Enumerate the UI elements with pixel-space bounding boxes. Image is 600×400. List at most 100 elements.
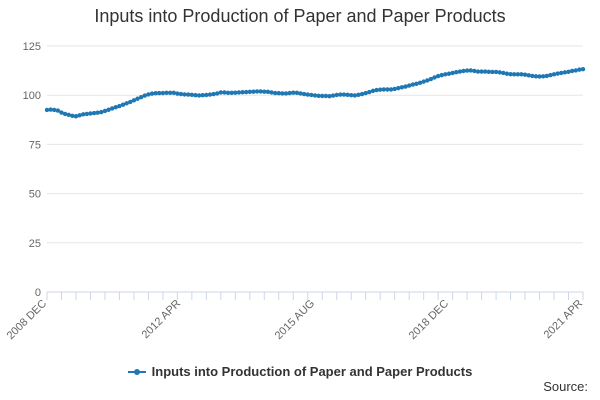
data-point[interactable] bbox=[511, 72, 517, 77]
data-point[interactable] bbox=[247, 89, 253, 95]
data-point[interactable] bbox=[421, 79, 426, 84]
data-point[interactable] bbox=[138, 94, 144, 100]
data-point[interactable] bbox=[236, 90, 242, 95]
data-point[interactable] bbox=[403, 84, 408, 89]
data-point[interactable] bbox=[345, 92, 350, 98]
data-point[interactable] bbox=[359, 91, 365, 97]
data-point[interactable] bbox=[298, 91, 303, 96]
data-point[interactable] bbox=[316, 93, 321, 98]
data-point[interactable] bbox=[211, 91, 216, 97]
data-point[interactable] bbox=[428, 76, 434, 82]
data-point[interactable] bbox=[95, 110, 100, 115]
data-point[interactable] bbox=[381, 87, 387, 92]
data-point[interactable] bbox=[258, 89, 263, 94]
data-point[interactable] bbox=[175, 91, 180, 96]
data-point[interactable] bbox=[566, 69, 571, 74]
data-point[interactable] bbox=[200, 93, 205, 98]
data-point[interactable] bbox=[44, 107, 50, 113]
data-point[interactable] bbox=[225, 90, 231, 96]
data-point[interactable] bbox=[294, 90, 300, 96]
data-point[interactable] bbox=[135, 96, 140, 101]
data-point[interactable] bbox=[392, 86, 397, 92]
data-point[interactable] bbox=[577, 67, 582, 72]
data-point[interactable] bbox=[497, 70, 502, 75]
data-point[interactable] bbox=[475, 69, 481, 74]
data-point[interactable] bbox=[272, 90, 278, 96]
data-point[interactable] bbox=[504, 71, 510, 76]
data-point[interactable] bbox=[544, 73, 549, 79]
data-point[interactable] bbox=[102, 108, 108, 114]
data-point[interactable] bbox=[309, 92, 314, 98]
data-point[interactable] bbox=[540, 74, 546, 79]
data-point[interactable] bbox=[555, 71, 560, 76]
data-point[interactable] bbox=[218, 90, 224, 95]
data-point[interactable] bbox=[327, 93, 332, 99]
data-point[interactable] bbox=[233, 90, 238, 95]
data-point[interactable] bbox=[443, 72, 448, 77]
data-point[interactable] bbox=[109, 106, 115, 111]
data-point[interactable] bbox=[435, 73, 441, 79]
data-point[interactable] bbox=[262, 89, 267, 94]
data-point[interactable] bbox=[580, 67, 586, 72]
data-point[interactable] bbox=[106, 107, 111, 112]
data-point[interactable] bbox=[377, 87, 383, 92]
data-point[interactable] bbox=[508, 71, 513, 77]
data-point[interactable] bbox=[171, 90, 176, 96]
data-point[interactable] bbox=[330, 93, 336, 98]
data-point[interactable] bbox=[472, 68, 477, 74]
data-point[interactable] bbox=[287, 90, 292, 96]
data-point[interactable] bbox=[291, 90, 296, 95]
data-point[interactable] bbox=[490, 69, 495, 75]
data-point[interactable] bbox=[81, 112, 86, 117]
data-point[interactable] bbox=[396, 85, 401, 91]
data-point[interactable] bbox=[178, 91, 184, 97]
data-point[interactable] bbox=[483, 69, 488, 74]
data-point[interactable] bbox=[254, 89, 260, 94]
data-point[interactable] bbox=[334, 92, 339, 98]
data-point[interactable] bbox=[425, 78, 430, 83]
data-point[interactable] bbox=[70, 113, 75, 119]
data-point[interactable] bbox=[99, 109, 104, 115]
data-point[interactable] bbox=[406, 83, 412, 88]
data-point[interactable] bbox=[446, 71, 452, 76]
data-point[interactable] bbox=[59, 110, 64, 115]
data-point[interactable] bbox=[117, 103, 122, 109]
data-point[interactable] bbox=[551, 72, 557, 77]
data-point[interactable] bbox=[417, 80, 423, 86]
data-point[interactable] bbox=[305, 92, 310, 97]
data-point[interactable] bbox=[265, 89, 271, 95]
data-point[interactable] bbox=[222, 90, 227, 95]
data-point[interactable] bbox=[251, 89, 256, 94]
data-point[interactable] bbox=[182, 92, 187, 97]
data-point[interactable] bbox=[548, 72, 553, 78]
data-point[interactable] bbox=[526, 73, 531, 78]
data-point[interactable] bbox=[519, 72, 524, 77]
data-point[interactable] bbox=[559, 70, 564, 76]
data-point[interactable] bbox=[461, 68, 466, 74]
data-point[interactable] bbox=[569, 68, 575, 74]
data-point[interactable] bbox=[124, 101, 129, 106]
data-point[interactable] bbox=[157, 90, 162, 96]
data-point[interactable] bbox=[52, 107, 57, 113]
data-point[interactable] bbox=[533, 74, 539, 79]
data-point[interactable] bbox=[439, 72, 444, 78]
data-point[interactable] bbox=[204, 92, 209, 98]
data-point[interactable] bbox=[385, 87, 390, 92]
data-point[interactable] bbox=[283, 91, 289, 96]
data-point[interactable] bbox=[301, 91, 307, 97]
data-point[interactable] bbox=[55, 108, 61, 113]
data-point[interactable] bbox=[454, 69, 459, 75]
data-point[interactable] bbox=[352, 93, 358, 98]
data-point[interactable] bbox=[479, 69, 484, 74]
data-point[interactable] bbox=[432, 75, 437, 80]
series-line[interactable] bbox=[46, 68, 584, 118]
data-point[interactable] bbox=[193, 93, 198, 98]
data-point[interactable] bbox=[88, 111, 93, 116]
data-point[interactable] bbox=[356, 92, 361, 98]
data-point[interactable] bbox=[573, 68, 578, 73]
series-layer[interactable] bbox=[44, 67, 586, 119]
data-point[interactable] bbox=[142, 93, 147, 98]
data-point[interactable] bbox=[189, 92, 195, 98]
data-point[interactable] bbox=[450, 70, 455, 76]
data-point[interactable] bbox=[410, 82, 415, 87]
